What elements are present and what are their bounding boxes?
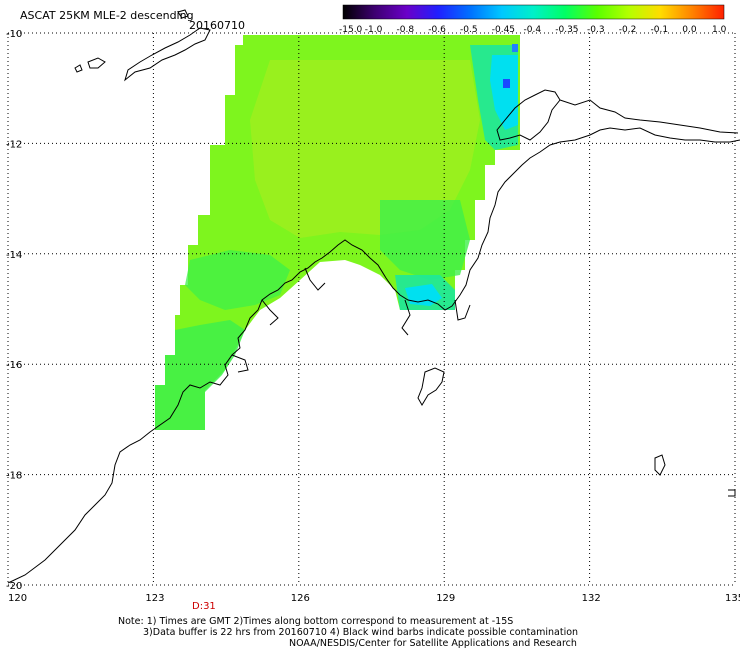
island-small-1 <box>87 57 106 69</box>
lon-tick-label: 135 <box>725 593 740 604</box>
colorbar-tick-label: -0.3 <box>587 25 605 35</box>
colorbar-tick-label: -0.1 <box>651 25 669 35</box>
lon-tick-label: 126 <box>291 593 310 604</box>
colorbar-tick-label: -15.0 <box>339 25 363 35</box>
footer-note-line-1: Note: 1) Times are GMT 2)Times along bot… <box>118 616 514 627</box>
coastline <box>7 9 740 584</box>
island-timor-east <box>124 27 211 82</box>
lon-tick-label: 123 <box>145 593 164 604</box>
swath-cyan-south <box>405 284 442 306</box>
lon-tick-label: 129 <box>436 593 455 604</box>
colorbar-tick-label: 0.0 <box>682 25 697 35</box>
coastline-bay-north <box>496 89 561 141</box>
island-south-reef <box>417 367 445 406</box>
coastline-inlet-3 <box>231 354 249 373</box>
lat-tick-label: -20 <box>6 581 22 592</box>
coastline-inlet-5 <box>454 299 471 321</box>
colorbar-tick-label: -0.5 <box>460 25 478 35</box>
wind-data-swath <box>155 35 520 430</box>
colorbar-tick-label: -0.8 <box>397 25 415 35</box>
swath-blue-spot-2 <box>512 44 518 52</box>
coastline-inlet-4 <box>401 299 411 336</box>
lat-tick-label: -18 <box>6 471 22 482</box>
lat-tick-label: -10 <box>6 29 22 40</box>
colorbar-tick-label: -0.35 <box>555 25 578 35</box>
lon-tick-label: 120 <box>8 593 27 604</box>
colorbar-scale <box>342 4 725 20</box>
colorbar-tick-label: -0.6 <box>428 25 446 35</box>
colorbar-tick-label: -0.45 <box>492 25 515 35</box>
time-marker: D:31 <box>192 601 216 612</box>
lon-tick-label: 132 <box>582 593 601 604</box>
colorbar-tick-label: -0.4 <box>524 25 542 35</box>
lat-tick-label: -12 <box>6 139 22 150</box>
swath-deep-east <box>380 200 470 280</box>
swath-light-center <box>250 60 480 238</box>
island-small-2 <box>74 64 83 73</box>
swath-deep-coast <box>185 250 290 310</box>
colorbar-tick-label: -1.0 <box>365 25 383 35</box>
lat-tick-label: -14 <box>6 250 22 261</box>
coastline-cape <box>559 99 739 134</box>
footer-note-line-2: 3)Data buffer is 22 hrs from 20160710 4)… <box>143 627 579 638</box>
swath-deep-west <box>155 320 245 430</box>
colorbar-tick-label: 1.0 <box>712 25 727 35</box>
lat-tick-label: -16 <box>6 360 22 371</box>
map-title: ASCAT 25KM MLE-2 descending <box>20 9 194 22</box>
footer-note-line-3: NOAA/NESDIS/Center for Satellite Applica… <box>289 638 577 649</box>
island-small-3 <box>177 9 189 19</box>
colorbar: -15.0 -1.0 -0.8 -0.6 -0.5 -0.45 -0.4 -0.35 -0.3 -… <box>339 4 727 35</box>
island-far-east <box>654 454 666 476</box>
coastline-kimberley <box>7 127 740 584</box>
colorbar-tick-label: -0.2 <box>619 25 637 35</box>
coastline-edge-east <box>728 489 736 497</box>
graticule-grid: 120 123 126 129 132 135 -10 -12 -14 -16 -18 -20 <box>6 29 740 604</box>
swath-cyan-east <box>490 55 518 130</box>
coastline-inlet-1 <box>304 267 326 291</box>
map-date: 20160710 <box>189 19 245 32</box>
coastline-inlet-2 <box>261 299 279 326</box>
swath-blue-spot <box>503 79 510 88</box>
